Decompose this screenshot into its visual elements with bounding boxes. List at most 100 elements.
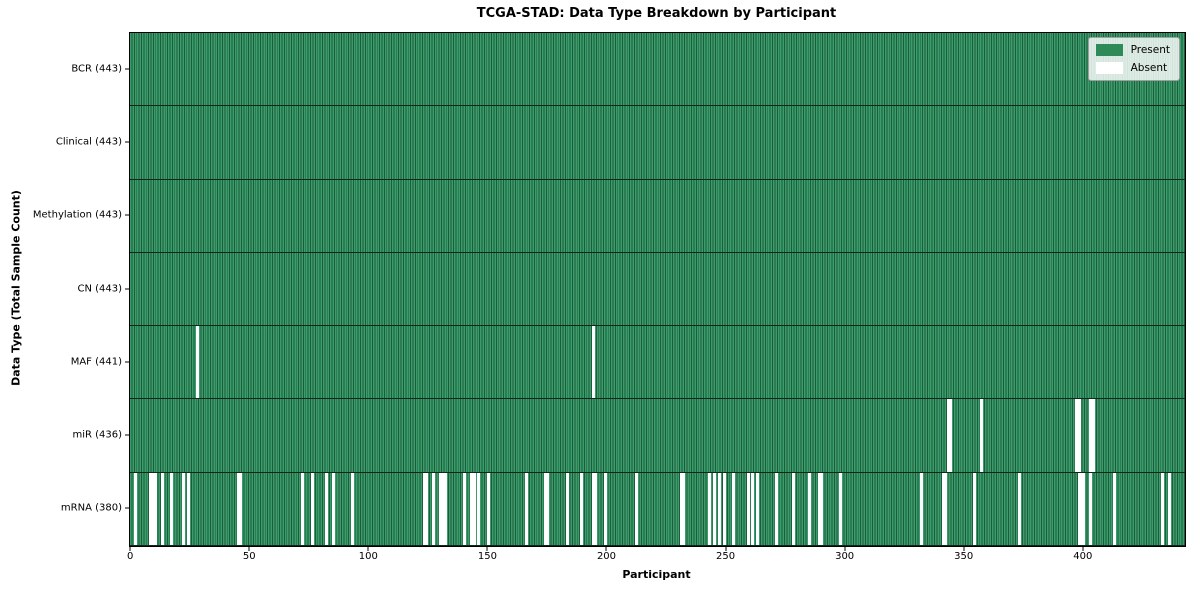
y-tick-mark xyxy=(125,214,129,216)
absent-mark xyxy=(470,472,474,545)
absent-mark xyxy=(708,472,712,545)
absent-mark xyxy=(972,472,976,545)
x-tick-mark xyxy=(725,546,727,551)
absent-mark xyxy=(594,472,598,545)
absent-mark xyxy=(1077,472,1081,545)
y-tick-mark xyxy=(125,434,129,436)
absent-mark xyxy=(301,472,305,545)
absent-mark xyxy=(579,472,583,545)
x-tick-label: 300 xyxy=(835,551,855,562)
y-tick-label: miR (436) xyxy=(72,429,122,441)
absent-mark xyxy=(441,472,445,545)
absent-mark xyxy=(808,472,812,545)
heatmap-row-Methylation xyxy=(130,179,1185,253)
absent-mark xyxy=(422,472,426,545)
absent-mark xyxy=(565,472,569,545)
absent-mark xyxy=(239,472,243,545)
absent-mark xyxy=(1168,472,1172,545)
absent-mark xyxy=(182,472,186,545)
x-tick-mark xyxy=(1082,546,1084,551)
x-tick-label: 400 xyxy=(1073,551,1093,562)
absent-mark xyxy=(186,472,190,545)
absent-mark xyxy=(1079,472,1083,545)
plot-area: Present Absent xyxy=(129,32,1186,547)
x-tick-label: 50 xyxy=(242,551,256,562)
absent-mark xyxy=(751,472,755,545)
absent-mark xyxy=(196,326,200,399)
absent-mark xyxy=(791,472,795,545)
absent-mark xyxy=(486,472,490,545)
y-tick-label: BCR (443) xyxy=(71,63,122,75)
absent-mark xyxy=(682,472,686,545)
absent-mark xyxy=(820,472,824,545)
absent-mark xyxy=(1160,472,1164,545)
y-tick-label: CN (443) xyxy=(77,283,122,294)
absent-mark xyxy=(979,399,983,472)
absent-mark xyxy=(1017,472,1021,545)
absent-mark xyxy=(1082,472,1086,545)
legend-item-absent: Absent xyxy=(1095,62,1170,74)
absent-mark xyxy=(1089,399,1093,472)
x-tick-label: 0 xyxy=(127,551,134,562)
y-tick-mark xyxy=(125,288,129,289)
heatmap-row-mRNA xyxy=(130,472,1185,546)
absent-mark xyxy=(351,472,355,545)
absent-swatch-icon xyxy=(1095,62,1123,74)
x-tick-label: 350 xyxy=(954,551,974,562)
x-tick-label: 200 xyxy=(596,551,617,562)
heatmap-row-Clinical xyxy=(130,106,1185,180)
absent-mark xyxy=(1091,399,1095,472)
absent-mark xyxy=(603,472,607,545)
absent-mark xyxy=(948,399,952,472)
chart-title: TCGA-STAD: Data Type Breakdown by Partic… xyxy=(476,6,837,21)
x-tick-mark xyxy=(129,546,131,551)
absent-mark xyxy=(944,472,948,545)
absent-mark xyxy=(634,472,638,545)
absent-mark xyxy=(544,472,548,545)
absent-mark xyxy=(722,472,726,545)
y-tick-label: Methylation (443) xyxy=(32,209,122,221)
absent-mark xyxy=(775,472,779,545)
x-tick-mark xyxy=(486,546,488,551)
absent-mark xyxy=(463,472,467,545)
absent-mark xyxy=(425,472,428,545)
absent-mark xyxy=(472,472,476,545)
absent-mark xyxy=(839,472,843,545)
absent-mark xyxy=(746,472,750,545)
absent-mark xyxy=(591,326,595,399)
y-tick-mark xyxy=(125,141,129,143)
absent-mark xyxy=(310,472,314,545)
x-tick-mark xyxy=(605,546,607,551)
legend: Present Absent xyxy=(1087,37,1180,81)
x-tick-mark xyxy=(248,546,250,551)
absent-mark xyxy=(679,472,683,545)
legend-label: Present xyxy=(1130,44,1170,56)
y-tick-mark xyxy=(125,361,129,363)
absent-mark xyxy=(444,472,448,545)
x-axis-label: Participant xyxy=(622,568,691,581)
absent-mark xyxy=(941,472,945,545)
absent-mark xyxy=(432,472,436,545)
absent-mark xyxy=(324,472,328,545)
absent-mark xyxy=(525,472,529,545)
legend-item-present: Present xyxy=(1095,44,1170,56)
absent-mark xyxy=(439,472,443,545)
absent-mark xyxy=(920,472,924,545)
absent-mark xyxy=(332,472,336,545)
heatmap-row-MAF xyxy=(130,326,1185,400)
x-tick-mark xyxy=(963,546,965,551)
y-tick-mark xyxy=(125,68,129,70)
y-tick-label: mRNA (380) xyxy=(60,502,122,514)
absent-mark xyxy=(1089,472,1093,545)
absent-mark xyxy=(477,472,481,545)
heatmap-row-CN xyxy=(130,252,1185,327)
heatmap-row-BCR xyxy=(130,33,1185,107)
y-tick-label: MAF (441) xyxy=(70,356,122,368)
x-tick-label: 100 xyxy=(358,551,378,562)
absent-mark xyxy=(732,472,736,545)
y-axis-label: Data Type (Total Sample Count) xyxy=(9,190,23,386)
absent-mark xyxy=(236,472,240,545)
absent-mark xyxy=(817,472,821,545)
y-tick-label: Clinical (443) xyxy=(55,136,122,148)
absent-mark xyxy=(148,472,152,545)
